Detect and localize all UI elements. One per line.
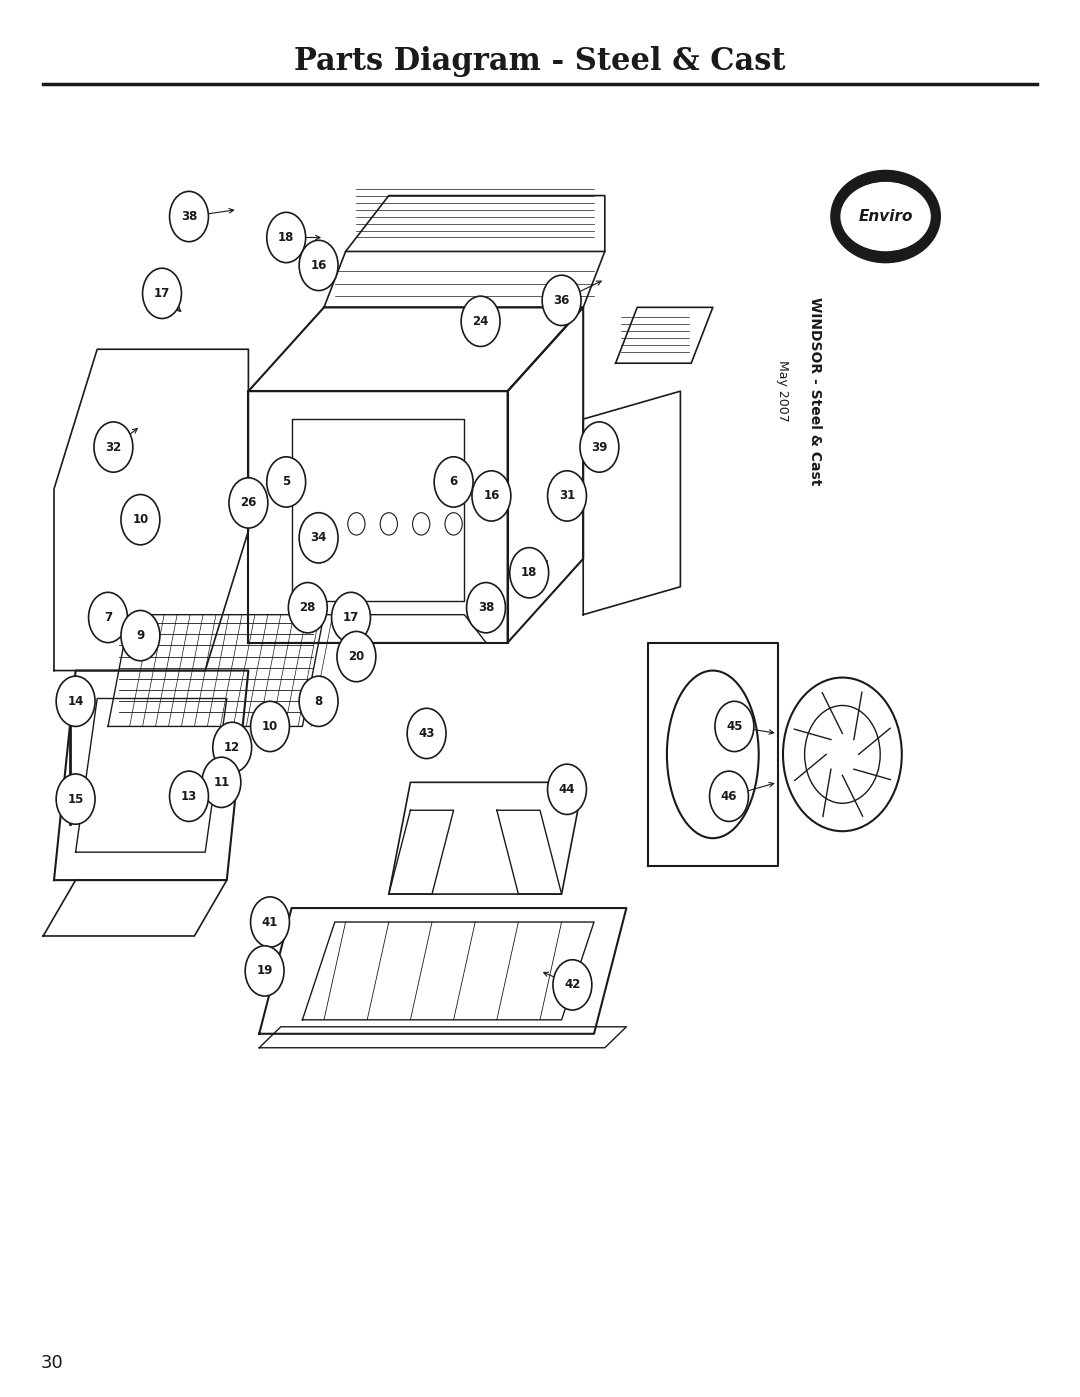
Text: 39: 39 bbox=[591, 440, 608, 454]
Text: 16: 16 bbox=[483, 489, 500, 503]
Circle shape bbox=[170, 191, 208, 242]
Text: 7: 7 bbox=[104, 610, 112, 624]
Text: 5: 5 bbox=[282, 475, 291, 489]
Circle shape bbox=[94, 422, 133, 472]
Circle shape bbox=[267, 212, 306, 263]
Circle shape bbox=[434, 457, 473, 507]
Text: 24: 24 bbox=[472, 314, 489, 328]
Circle shape bbox=[710, 771, 748, 821]
Text: 17: 17 bbox=[342, 610, 360, 624]
Text: 20: 20 bbox=[348, 650, 365, 664]
Circle shape bbox=[245, 946, 284, 996]
Circle shape bbox=[299, 676, 338, 726]
Circle shape bbox=[510, 548, 549, 598]
Circle shape bbox=[251, 701, 289, 752]
Circle shape bbox=[542, 275, 581, 326]
Circle shape bbox=[56, 676, 95, 726]
Text: 42: 42 bbox=[564, 978, 581, 992]
Circle shape bbox=[299, 513, 338, 563]
Circle shape bbox=[580, 422, 619, 472]
Circle shape bbox=[267, 457, 306, 507]
Circle shape bbox=[288, 583, 327, 633]
Text: 43: 43 bbox=[418, 726, 435, 740]
Circle shape bbox=[121, 610, 160, 661]
Text: May 2007: May 2007 bbox=[777, 360, 789, 422]
Text: 45: 45 bbox=[726, 719, 743, 733]
Text: 16: 16 bbox=[310, 258, 327, 272]
Text: 11: 11 bbox=[213, 775, 230, 789]
Text: 30: 30 bbox=[41, 1354, 64, 1372]
Circle shape bbox=[467, 583, 505, 633]
Ellipse shape bbox=[832, 172, 940, 263]
Circle shape bbox=[202, 757, 241, 807]
Circle shape bbox=[548, 471, 586, 521]
Text: Enviro: Enviro bbox=[859, 210, 913, 224]
Text: 12: 12 bbox=[224, 740, 241, 754]
Circle shape bbox=[715, 701, 754, 752]
Text: 41: 41 bbox=[261, 915, 279, 929]
Text: 38: 38 bbox=[180, 210, 198, 224]
Circle shape bbox=[143, 268, 181, 319]
Circle shape bbox=[407, 708, 446, 759]
Text: Parts Diagram - Steel & Cast: Parts Diagram - Steel & Cast bbox=[294, 46, 786, 77]
Text: 15: 15 bbox=[67, 792, 84, 806]
Text: 6: 6 bbox=[449, 475, 458, 489]
Text: 46: 46 bbox=[720, 789, 738, 803]
Circle shape bbox=[337, 631, 376, 682]
Text: 17: 17 bbox=[153, 286, 171, 300]
Text: 32: 32 bbox=[105, 440, 122, 454]
Circle shape bbox=[56, 774, 95, 824]
Text: 26: 26 bbox=[240, 496, 257, 510]
Text: 36: 36 bbox=[553, 293, 570, 307]
Text: 44: 44 bbox=[558, 782, 576, 796]
Text: 13: 13 bbox=[180, 789, 198, 803]
Circle shape bbox=[332, 592, 370, 643]
Circle shape bbox=[251, 897, 289, 947]
Text: WINDSOR - Steel & Cast: WINDSOR - Steel & Cast bbox=[809, 298, 822, 485]
Text: 10: 10 bbox=[261, 719, 279, 733]
Circle shape bbox=[213, 722, 252, 773]
Circle shape bbox=[461, 296, 500, 346]
Text: 38: 38 bbox=[477, 601, 495, 615]
Text: 18: 18 bbox=[278, 231, 295, 244]
Text: 28: 28 bbox=[299, 601, 316, 615]
Text: 18: 18 bbox=[521, 566, 538, 580]
Circle shape bbox=[121, 495, 160, 545]
Circle shape bbox=[299, 240, 338, 291]
Text: 10: 10 bbox=[132, 513, 149, 527]
Circle shape bbox=[472, 471, 511, 521]
Ellipse shape bbox=[840, 182, 931, 251]
Circle shape bbox=[229, 478, 268, 528]
Circle shape bbox=[553, 960, 592, 1010]
Text: 8: 8 bbox=[314, 694, 323, 708]
Text: 19: 19 bbox=[256, 964, 273, 978]
Text: 31: 31 bbox=[558, 489, 576, 503]
Circle shape bbox=[89, 592, 127, 643]
Text: 14: 14 bbox=[67, 694, 84, 708]
Circle shape bbox=[548, 764, 586, 814]
Circle shape bbox=[170, 771, 208, 821]
Text: 34: 34 bbox=[310, 531, 327, 545]
Text: 9: 9 bbox=[136, 629, 145, 643]
